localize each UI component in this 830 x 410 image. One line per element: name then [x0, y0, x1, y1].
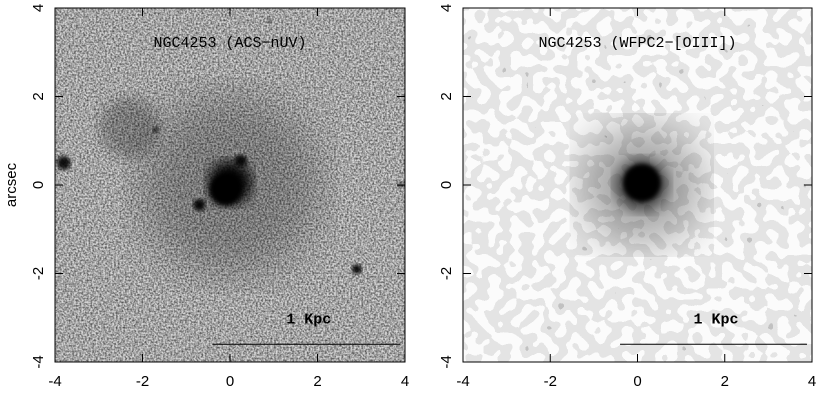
y-tick-label: 4 — [438, 4, 455, 12]
y-tick-label: 0 — [438, 181, 455, 189]
scale-label: 1 Kpc — [286, 311, 331, 328]
source — [622, 163, 661, 202]
x-tick-label: 2 — [721, 373, 729, 390]
x-tick-label: -2 — [544, 373, 557, 390]
x-tick-label: -2 — [136, 373, 149, 390]
sources — [56, 19, 404, 275]
y-tick-label: -4 — [30, 355, 47, 368]
y-tick-label: 2 — [30, 92, 47, 100]
y-tick-label: 0 — [30, 181, 47, 189]
source — [193, 198, 206, 211]
x-tick-label: 2 — [313, 373, 321, 390]
y-tick-label: 2 — [438, 92, 455, 100]
source — [99, 97, 160, 158]
image-panel — [55, 8, 405, 362]
y-axis-label: arcsec — [3, 162, 20, 207]
x-tick-label: -4 — [48, 373, 61, 390]
source — [234, 154, 247, 167]
y-tick-label: -4 — [438, 355, 455, 368]
y-tick-label: 4 — [30, 4, 47, 12]
source — [56, 155, 71, 170]
y-tick-label: -2 — [438, 267, 455, 280]
x-tick-label: 4 — [808, 373, 816, 390]
sources — [581, 125, 702, 245]
source — [351, 264, 362, 275]
source — [152, 126, 159, 133]
panel-title: NGC4253 (WFPC2−[OIII]) — [538, 35, 736, 52]
source — [267, 19, 272, 24]
source — [209, 173, 242, 206]
panel-title: NGC4253 (ACS−nUV) — [153, 35, 306, 52]
x-tick-label: 4 — [401, 373, 409, 390]
x-tick-label: 0 — [226, 373, 234, 390]
x-tick-label: -4 — [456, 373, 469, 390]
y-tick-label: -2 — [30, 267, 47, 280]
scale-label: 1 Kpc — [694, 311, 739, 328]
x-tick-label: 0 — [633, 373, 641, 390]
image-panel — [463, 8, 812, 362]
